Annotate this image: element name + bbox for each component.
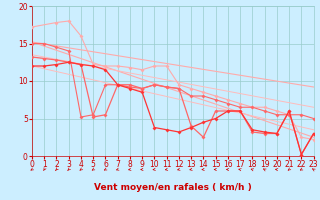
- X-axis label: Vent moyen/en rafales ( km/h ): Vent moyen/en rafales ( km/h ): [94, 183, 252, 192]
